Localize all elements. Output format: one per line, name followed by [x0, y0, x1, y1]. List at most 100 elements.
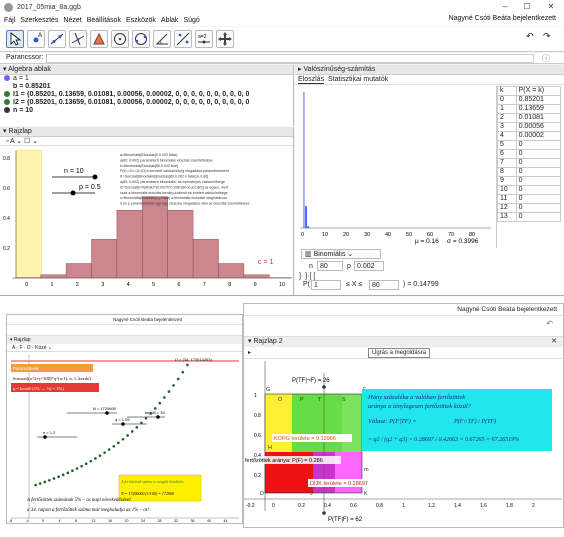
perpendicular-tool-icon[interactable] — [69, 30, 87, 48]
point-tool-icon[interactable]: A — [27, 30, 45, 48]
slider-n-handle[interactable] — [43, 435, 47, 439]
table-row[interactable]: 3 0.00056 — [497, 122, 562, 132]
corner-g: G — [266, 387, 270, 393]
visibility-dot-icon[interactable] — [4, 107, 10, 113]
table-row[interactable]: 12 0 — [497, 203, 562, 213]
table-row[interactable]: 10 0 — [497, 185, 562, 195]
bl-style-bar[interactable]: A · F · D · Közé ⌄ — [7, 344, 242, 352]
move-tool-icon[interactable] — [6, 30, 24, 48]
distribution-select[interactable]: ▥ Binomiális ⌄ — [301, 249, 381, 259]
binomial-bar — [65, 263, 92, 279]
p-tf-not-f-label: P(TF|¬F) = 26 — [292, 378, 330, 384]
table-row[interactable]: 13 0 — [497, 212, 562, 222]
br-undo-icon[interactable]: ↶ — [546, 319, 553, 328]
x-tick-label: 1 — [50, 282, 53, 288]
binomial-bar — [192, 239, 219, 279]
algebra-row[interactable]: l1 = {0.85201, 0.13659, 0.01081, 0.00056… — [0, 91, 293, 99]
minimize-button[interactable]: – — [502, 2, 508, 11]
prob-x-tick: 30 — [364, 232, 370, 238]
slider-p-handle[interactable] — [70, 190, 76, 196]
interval-buttons[interactable]: ]· ]·[ [ — [299, 273, 316, 280]
table-row[interactable]: 4 0.00002 — [497, 131, 562, 141]
menu-window[interactable]: Ablak — [160, 16, 179, 24]
redo-icon[interactable]: ↷ — [543, 31, 551, 41]
menu-tools[interactable]: Eszközök — [125, 16, 156, 24]
visibility-dot-icon[interactable] — [4, 75, 10, 81]
table-row[interactable]: 11 0 — [497, 194, 562, 204]
point-tf-f[interactable] — [322, 511, 326, 515]
menu-view[interactable]: Nézet — [63, 16, 82, 24]
br-y-tick: 1 — [254, 393, 257, 399]
slider-q-handle[interactable] — [121, 422, 125, 426]
probability-table: k P(X = k) 0 0.85201 1 0.13659 2 0.01081 3 0.00… — [496, 86, 563, 248]
table-cell: 12 — [497, 203, 517, 213]
visibility-dot-icon[interactable] — [4, 83, 10, 89]
menu-help[interactable]: Súgó — [183, 16, 200, 24]
slider-kezdo-handle[interactable] — [156, 415, 160, 419]
jump-to-solution-button[interactable]: Ugrás a megoldásra — [368, 348, 431, 358]
graphics-style-bar[interactable]: ▫ A ⌄ ☐ ⌄ — [0, 137, 293, 146]
close-button[interactable]: ✕ — [547, 2, 555, 11]
br-x-tick: 0.2 — [298, 503, 305, 509]
infected-sequence-point — [52, 477, 56, 480]
br-style-bar[interactable]: ▸ Ugrás a megoldásra — [244, 347, 563, 359]
menu-options[interactable]: Beállítások — [86, 16, 121, 24]
angle-tool-icon[interactable] — [153, 30, 171, 48]
corner-d: D — [260, 491, 264, 497]
table-cell: 7 — [497, 158, 517, 168]
label-c: c = 1 — [258, 259, 273, 266]
bl-style-a[interactable]: A — [12, 345, 16, 351]
br-close-icon[interactable]: ✕ — [551, 338, 557, 345]
algebra-row[interactable]: b = 0.85201 — [0, 83, 293, 91]
reflect-tool-icon[interactable] — [174, 30, 192, 48]
p-tf-f-label: P(TF|F) = 62 — [328, 517, 363, 523]
input-bar-field[interactable] — [46, 54, 534, 63]
move-view-tool-icon[interactable] — [216, 30, 234, 48]
slider-N-handle[interactable] — [105, 411, 109, 415]
undo-icon[interactable]: ↶ — [526, 31, 534, 41]
bl-x-tick: 28 — [158, 519, 162, 523]
question-line-2: aránya a ténylegesen fertőzöttek közül? — [368, 403, 472, 410]
slider-n-handle[interactable] — [92, 174, 98, 180]
slider-tool-icon[interactable]: a=2 — [195, 30, 213, 48]
infected-sequence-point — [34, 483, 37, 487]
line-tool-icon[interactable] — [48, 30, 66, 48]
menu-edit[interactable]: Szerkesztés — [20, 16, 59, 24]
infected-label-bg — [244, 456, 341, 464]
table-row[interactable]: 1 0.13659 — [497, 104, 562, 114]
tab-statistics[interactable]: Statisztikai mutatók — [327, 76, 389, 83]
bl-style-dropdown[interactable]: ⌄ — [47, 345, 53, 351]
bl-style-kozep[interactable]: Közé — [35, 345, 47, 351]
visibility-dot-icon[interactable] — [4, 91, 10, 97]
maximize-button[interactable]: ☐ — [523, 2, 531, 11]
point-tf-not-f[interactable] — [322, 385, 326, 389]
menu-file[interactable]: Fájl — [4, 16, 16, 24]
bl-style-f[interactable]: F — [19, 345, 23, 351]
n-field[interactable]: 80 — [317, 261, 343, 271]
help-icon[interactable]: ⓘ — [542, 54, 550, 63]
table-cell: 5 — [497, 140, 517, 150]
tab-distribution[interactable]: Eloszlás — [298, 76, 325, 84]
p-field[interactable]: 0.002 — [354, 261, 384, 271]
algebra-row[interactable]: l2 = {0.85201, 0.13659, 0.01081, 0.00056… — [0, 99, 293, 107]
ellipse-tool-icon[interactable] — [132, 30, 150, 48]
bl-style-d[interactable]: D — [27, 345, 31, 351]
interval-right-field[interactable]: 80 — [369, 280, 399, 290]
table-row[interactable]: 0 0.85201 — [497, 95, 562, 105]
definition-note: c=Binomiális[Eloszlás[n,p false] a binom… — [120, 196, 227, 200]
interval-left-field[interactable]: 1 — [311, 280, 341, 290]
algebra-row[interactable]: n = 10 — [0, 107, 293, 115]
br-x-tick: 1.6 — [480, 503, 487, 509]
signed-in-user[interactable]: Nagyné Csóti Beáta bejelentkezett — [448, 15, 556, 22]
algebra-row[interactable]: a = 1 — [0, 75, 293, 83]
br-panel-header: ▾ Rajzlap 2 ✕ — [244, 337, 563, 347]
polygon-tool-icon[interactable] — [90, 30, 108, 48]
visibility-dot-icon[interactable] — [4, 99, 10, 105]
table-row[interactable]: 2 0.01081 — [497, 113, 562, 123]
circle-tool-icon[interactable] — [111, 30, 129, 48]
